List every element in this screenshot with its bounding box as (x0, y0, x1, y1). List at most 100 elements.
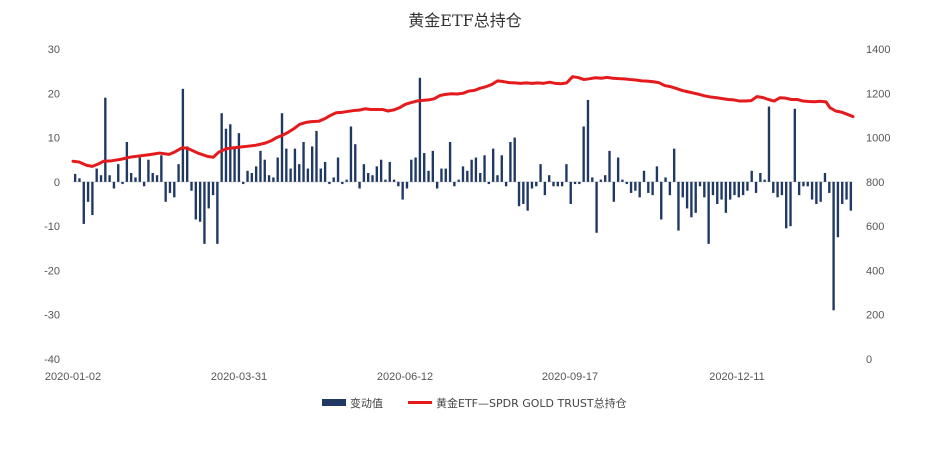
bar (147, 159, 150, 182)
bar (539, 164, 542, 182)
bar (336, 157, 340, 182)
bar (397, 181, 400, 187)
bar (668, 181, 672, 196)
bar (595, 181, 598, 233)
bar (629, 181, 633, 193)
bar (306, 168, 310, 182)
bar (151, 173, 154, 182)
left-tick-label: 10 (48, 133, 60, 145)
bar (423, 153, 426, 182)
bar (690, 181, 693, 218)
bar (711, 181, 715, 196)
bar (578, 181, 581, 185)
bar (117, 164, 120, 182)
bar (716, 181, 719, 204)
bar (685, 181, 689, 209)
bar (560, 181, 564, 187)
bar (186, 146, 189, 182)
bar (612, 181, 616, 202)
left-axis: 30 20 10 0 -10 -20 -30 -40 (44, 44, 60, 366)
bar (104, 97, 107, 182)
bar (582, 126, 585, 182)
bar (642, 170, 646, 182)
bar (681, 181, 684, 198)
bar (729, 181, 732, 200)
x-tick-label: 2020-01-02 (45, 371, 101, 383)
bar (491, 148, 495, 182)
left-tick-label: -40 (44, 354, 60, 366)
bar (405, 181, 409, 189)
bar (754, 181, 758, 193)
chart-title: 黄金ETF总持仓 (408, 11, 521, 30)
bar (160, 155, 163, 182)
bar (470, 159, 473, 182)
bar (263, 159, 266, 182)
bar (276, 157, 279, 182)
bar (332, 177, 335, 182)
right-tick-label: 1400 (866, 44, 890, 56)
bar (608, 150, 611, 182)
bar (625, 181, 628, 185)
bar (108, 175, 111, 182)
bar (414, 157, 417, 182)
bar (190, 181, 193, 191)
left-tick-label: 0 (54, 177, 60, 189)
bar (323, 161, 327, 182)
bar (720, 181, 723, 200)
left-tick-label: 30 (48, 44, 60, 56)
bar (767, 106, 771, 182)
bar (466, 170, 469, 182)
bar (741, 181, 745, 196)
bar (198, 181, 202, 222)
holding-line (71, 75, 855, 168)
bar (664, 177, 667, 182)
bar (302, 142, 305, 182)
bar (129, 173, 133, 182)
bar (828, 181, 831, 193)
bar (194, 181, 197, 220)
bar (806, 181, 809, 187)
bar (599, 179, 603, 182)
bar (453, 181, 456, 187)
bar (703, 181, 706, 198)
bar (177, 164, 180, 182)
bar (250, 173, 254, 182)
bar (746, 181, 749, 191)
bar (457, 179, 460, 182)
bar (810, 181, 814, 200)
bar (168, 181, 172, 193)
bar (569, 181, 572, 204)
bar (95, 168, 98, 182)
bar (310, 146, 314, 182)
bar (638, 181, 641, 198)
bar (535, 181, 538, 187)
right-tick-label: 0 (866, 354, 872, 366)
bar (237, 133, 241, 182)
right-tick-label: 1200 (866, 88, 890, 100)
left-tick-label: -30 (44, 310, 60, 322)
bar (504, 181, 508, 187)
bar (698, 181, 702, 187)
bar (233, 146, 236, 182)
bar (73, 173, 77, 182)
bar (328, 181, 331, 185)
bar (298, 164, 301, 182)
bar (780, 181, 784, 196)
bar (845, 181, 848, 200)
bar (345, 179, 348, 182)
bar (591, 177, 594, 182)
left-tick-label: 20 (48, 88, 60, 100)
bar (285, 148, 288, 182)
bar (573, 181, 577, 185)
bar (694, 181, 697, 213)
bar (82, 181, 85, 224)
bar (121, 181, 124, 185)
bar (802, 181, 805, 187)
x-tick-label: 2020-06-12 (377, 371, 433, 383)
bar (522, 181, 525, 204)
bar (487, 181, 491, 185)
bar (216, 181, 219, 244)
bar (91, 181, 94, 216)
bar (556, 181, 559, 187)
